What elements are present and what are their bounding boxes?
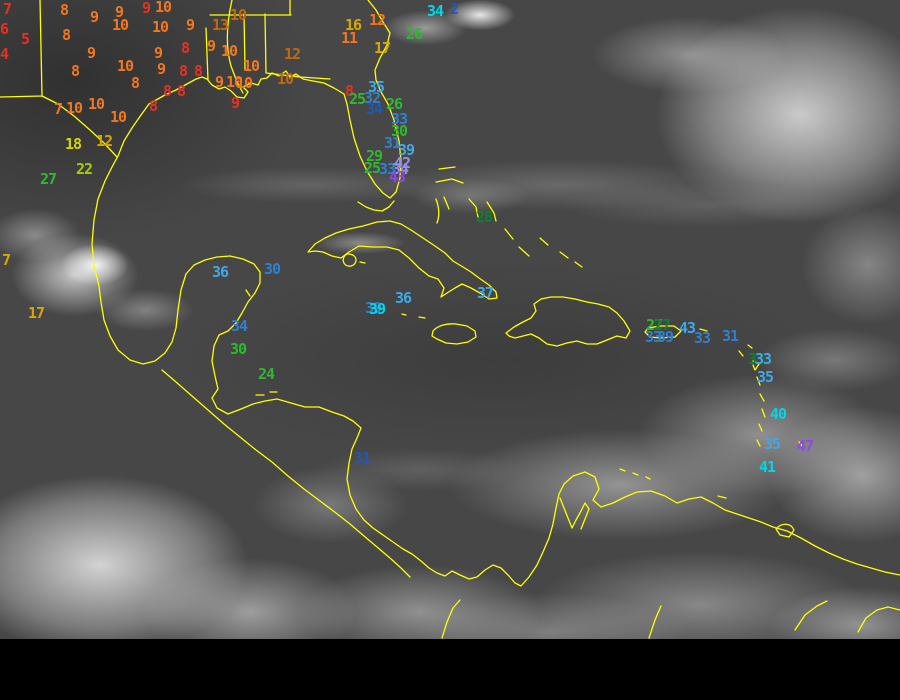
station-pwv-value: 35 [764,435,781,453]
station-pwv-value: 4 [0,45,9,63]
station-pwv-value: 31 [384,134,401,152]
station-pwv-value: 34 [392,160,409,178]
station-pwv-value: 34 [231,317,248,335]
station-pwv-value: 8 [163,82,172,100]
station-pwv-value: 39 [398,141,415,159]
station-pwv-value: 8 [149,97,158,115]
station-pwv-value: 43 [679,319,696,337]
station-pwv-value: 10 [88,95,105,113]
station-pwv-value: 10 [112,16,129,34]
station-pwv-value: 39 [657,328,674,346]
station-pwv-value: 32 [364,89,381,107]
station-pwv-value: 25 [349,90,366,108]
station-pwv-value: 27 [654,316,671,334]
station-pwv-value: 33 [694,329,711,347]
station-pwv-value: 12 [96,132,113,150]
station-pwv-value: 18 [65,135,82,153]
station-pwv-value: 10 [152,18,169,36]
station-pwv-value: 7 [3,0,12,18]
station-pwv-value: 9 [115,3,124,21]
station-pwv-value: 47 [797,437,814,455]
station-pwv-value: 34 [427,2,444,20]
station-pwv-value: 41 [759,458,776,476]
station-pwv-value: 10 [155,0,172,16]
station-pwv-value: 33 [379,160,396,178]
station-pwv-value: 28 [476,208,493,226]
station-pwv-value: 7 [2,251,11,269]
station-pwv-value: 33 [645,328,662,346]
station-pwv-value: 10 [117,57,134,75]
station-pwv-value: 10 [226,73,243,91]
station-pwv-value: 30 [264,260,281,278]
station-pwv-value: 10 [110,108,127,126]
station-pwv-value: 9 [90,8,99,26]
station-pwv-value: 8 [177,82,186,100]
station-pwv-value: 9 [207,37,216,55]
station-pwv-value: 2 [450,0,459,18]
station-pwv-value: 27 [646,316,663,334]
station-pwv-value: 39 [369,300,386,318]
station-pwv-value: 10 [236,74,253,92]
station-pwv-value: 9 [215,73,224,91]
station-pwv-value: 29 [366,147,383,165]
station-pwv-value: 10 [243,57,260,75]
station-pwv-value: 10 [230,6,247,24]
station-pwv-value: 10 [221,42,238,60]
station-pwv-value: 33 [391,110,408,128]
legend-strip: 36912151821242730333639424548 PWV mm Suo… [0,639,900,700]
station-pwv-value: 36 [212,263,229,281]
station-pwv-value: 8 [194,62,203,80]
station-pwv-value: 9 [231,94,240,112]
station-pwv-value: 9 [186,16,195,34]
station-pwv-value: 8 [62,26,71,44]
station-pwv-value: 35 [757,368,774,386]
station-pwv-value: 33 [755,350,772,368]
station-pwv-value: 5 [21,30,30,48]
station-pwv-value: 35 [368,78,385,96]
station-pwv-value: 17 [28,304,45,322]
station-pwv-value: 8 [71,62,80,80]
station-pwv-value: 9 [142,0,151,17]
station-pwv-value: 33 [748,350,765,368]
station-pwv-value: 30 [391,122,408,140]
station-pwv-value: 39 [365,299,382,317]
station-pwv-value: 40 [770,405,787,423]
station-pwv-value: 6 [0,20,9,38]
station-pwv-value: 26 [406,25,423,43]
coastline-overlay [0,0,900,639]
station-pwv-value: 17 [374,39,391,57]
station-pwv-value: 42 [394,154,411,172]
station-pwv-value: 30 [230,340,247,358]
station-pwv-value: 25 [364,159,381,177]
station-pwv-value: 7 [54,100,63,118]
station-pwv-value: 13 [212,16,229,34]
station-pwv-value: 8 [179,62,188,80]
station-pwv-value: 37 [477,284,494,302]
station-pwv-value: 16 [345,16,362,34]
station-pwv-value: 22 [76,160,93,178]
station-pwv-value: 11 [341,29,358,47]
station-pwv-value: 43 [389,168,406,186]
station-pwv-value: 9 [157,60,166,78]
station-pwv-value: 12 [284,45,301,63]
station-pwv-value: 26 [386,95,403,113]
station-pwv-value: 31 [354,449,371,467]
station-pwv-value: 9 [87,44,96,62]
station-pwv-value: 8 [60,1,69,19]
station-pwv-value: 8 [181,39,190,57]
station-pwv-value: 8 [131,74,140,92]
station-pwv-value: 10 [277,70,294,88]
station-pwv-value: 31 [722,327,739,345]
station-pwv-value: 34 [366,100,383,118]
station-pwv-value: 12 [369,11,386,29]
station-pwv-value: 24 [258,365,275,383]
station-pwv-value: 10 [66,99,83,117]
station-pwv-value: 9 [154,44,163,62]
satellite-image: 7 8 9 9 9 10 10 6 5 4 8 10 10 9 13 9 9 8 9 10 12 8 10 9 8 8 10 8 9 10… [0,0,900,639]
station-pwv-value: 36 [395,289,412,307]
station-pwv-value: 27 [40,170,57,188]
station-pwv-value: 8 [345,82,354,100]
